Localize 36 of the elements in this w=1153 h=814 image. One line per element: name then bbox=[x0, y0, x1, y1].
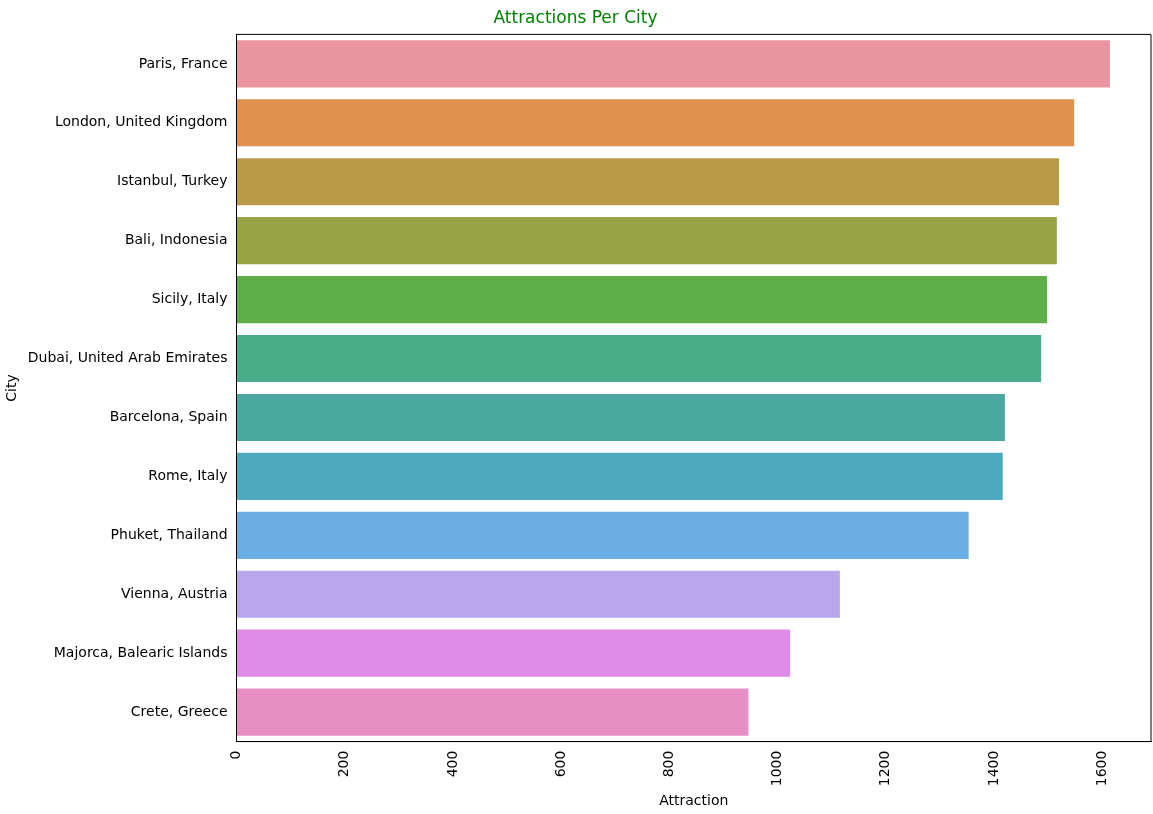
y-tick-label: Dubai, United Arab Emirates bbox=[27, 349, 228, 366]
bar bbox=[236, 688, 749, 736]
y-tick-label: Crete, Greece bbox=[130, 702, 228, 719]
y-tick-label: Vienna, Austria bbox=[121, 584, 228, 601]
bar bbox=[236, 334, 1042, 383]
bar bbox=[236, 570, 840, 618]
bar bbox=[236, 40, 1110, 88]
bar bbox=[236, 511, 969, 559]
x-tick-label: 800 bbox=[660, 750, 677, 778]
x-tick-label: 1200 bbox=[876, 750, 893, 787]
x-tick-label: 1400 bbox=[984, 750, 1001, 787]
y-tick-label: London, United Kingdom bbox=[54, 113, 228, 130]
x-tick-label: 0 bbox=[227, 750, 244, 760]
bar bbox=[236, 452, 1003, 500]
y-tick-label: Istanbul, Turkey bbox=[117, 172, 228, 189]
x-tick-label: 1000 bbox=[768, 750, 785, 787]
bar bbox=[236, 99, 1075, 147]
chart-title: Attractions Per City bbox=[493, 6, 658, 27]
bar bbox=[236, 393, 1005, 442]
bar bbox=[236, 276, 1048, 324]
x-tick-label: 200 bbox=[335, 750, 352, 778]
y-axis-title: City bbox=[3, 374, 20, 402]
x-axis-title: Attraction bbox=[659, 792, 729, 809]
x-tick-label: 400 bbox=[443, 750, 460, 778]
y-tick-label: Bali, Indonesia bbox=[124, 231, 228, 248]
bar bbox=[236, 217, 1057, 265]
y-tick-label: Paris, France bbox=[138, 54, 228, 71]
bar bbox=[236, 629, 791, 677]
y-tick-label: Rome, Italy bbox=[148, 467, 228, 484]
y-tick-label: Phuket, Thailand bbox=[110, 525, 228, 542]
y-tick-label: Majorca, Balearic Islands bbox=[53, 643, 228, 660]
x-tick-label: 600 bbox=[551, 750, 568, 778]
y-tick-label: Sicily, Italy bbox=[151, 290, 228, 307]
x-tick-label: 1600 bbox=[1092, 750, 1109, 787]
bar bbox=[236, 158, 1060, 206]
y-tick-label: Barcelona, Spain bbox=[109, 408, 228, 425]
